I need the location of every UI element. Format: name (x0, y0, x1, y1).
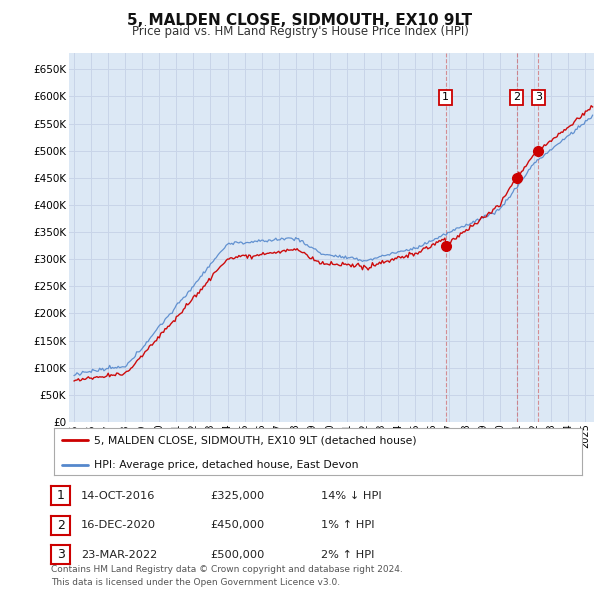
Text: HPI: Average price, detached house, East Devon: HPI: Average price, detached house, East… (94, 460, 358, 470)
Text: 3: 3 (56, 548, 65, 561)
Text: 1% ↑ HPI: 1% ↑ HPI (321, 520, 374, 530)
Text: 1: 1 (442, 93, 449, 102)
Text: 2% ↑ HPI: 2% ↑ HPI (321, 550, 374, 559)
Text: 2: 2 (513, 93, 520, 102)
Text: £500,000: £500,000 (210, 550, 265, 559)
Text: 14% ↓ HPI: 14% ↓ HPI (321, 491, 382, 500)
Text: £450,000: £450,000 (210, 520, 264, 530)
Text: Price paid vs. HM Land Registry's House Price Index (HPI): Price paid vs. HM Land Registry's House … (131, 25, 469, 38)
Text: 5, MALDEN CLOSE, SIDMOUTH, EX10 9LT: 5, MALDEN CLOSE, SIDMOUTH, EX10 9LT (127, 13, 473, 28)
Text: 5, MALDEN CLOSE, SIDMOUTH, EX10 9LT (detached house): 5, MALDEN CLOSE, SIDMOUTH, EX10 9LT (det… (94, 435, 416, 445)
Text: 3: 3 (535, 93, 542, 102)
Text: 14-OCT-2016: 14-OCT-2016 (81, 491, 155, 500)
Text: Contains HM Land Registry data © Crown copyright and database right 2024.
This d: Contains HM Land Registry data © Crown c… (51, 565, 403, 587)
Text: 2: 2 (56, 519, 65, 532)
Text: 1: 1 (56, 489, 65, 502)
Text: 16-DEC-2020: 16-DEC-2020 (81, 520, 156, 530)
Text: 23-MAR-2022: 23-MAR-2022 (81, 550, 157, 559)
Text: £325,000: £325,000 (210, 491, 264, 500)
